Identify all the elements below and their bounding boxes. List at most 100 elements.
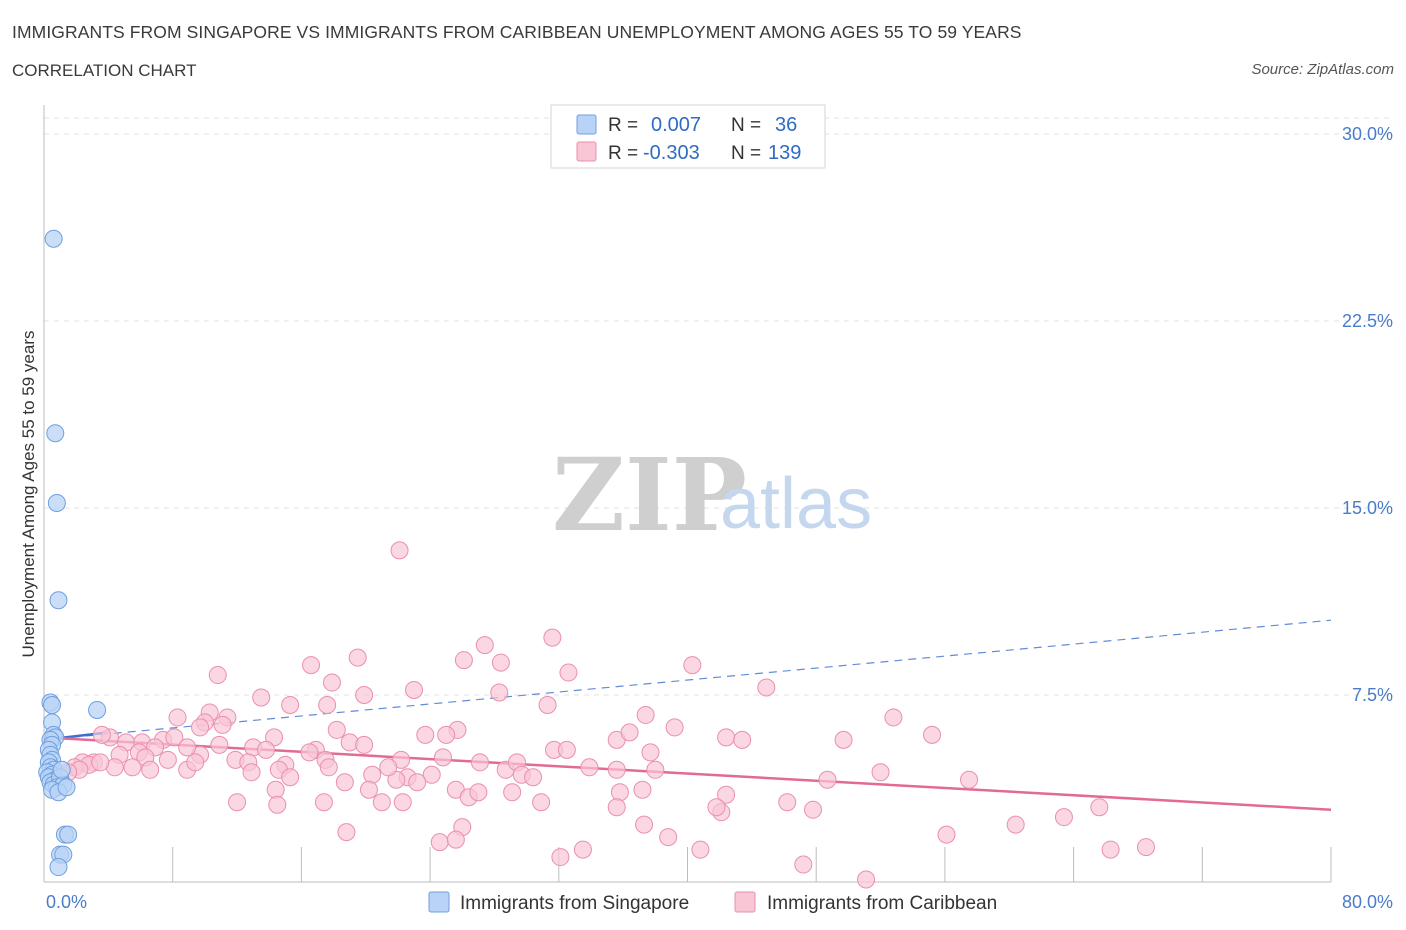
- legend-n-label-caribbean: N =: [731, 143, 761, 164]
- caribbean-point-137: [228, 793, 247, 812]
- caribbean-point-76: [422, 765, 441, 784]
- singapore-point-31: [59, 825, 78, 844]
- caribbean-point-80: [646, 760, 665, 779]
- caribbean-point-43: [165, 728, 184, 747]
- legend-box: R = 0.007 N = 36 R = -0.303 N = 139: [550, 104, 826, 169]
- caribbean-point-57: [158, 750, 177, 769]
- caribbean-point-122: [857, 870, 876, 889]
- legend-n-value-singapore: 36: [775, 114, 797, 136]
- caribbean-point-119: [659, 828, 678, 847]
- caribbean-point-23: [884, 708, 903, 727]
- legend-swatch-caribbean: [576, 141, 597, 162]
- caribbean-point-133: [186, 753, 205, 772]
- bottom-legend-singapore: Immigrants from Singapore: [460, 893, 689, 914]
- caribbean-point-26: [191, 718, 210, 737]
- caribbean-point-94: [359, 780, 378, 799]
- caribbean-point-117: [430, 833, 449, 852]
- caribbean-point-99: [610, 783, 629, 802]
- caribbean-point-120: [691, 840, 710, 859]
- caribbean-point-124: [1054, 808, 1073, 827]
- caribbean-point-21: [168, 708, 187, 727]
- legend-n-label-singapore: N =: [731, 115, 761, 136]
- caribbean-point-5: [491, 653, 510, 672]
- caribbean-point-64: [470, 753, 489, 772]
- y-tick-label-0: 7.5%: [1352, 685, 1393, 705]
- caribbean-point-135: [379, 758, 398, 777]
- caribbean-point-101: [717, 785, 736, 804]
- caribbean-point-20: [636, 705, 655, 724]
- caribbean-point-3: [348, 648, 367, 667]
- legend-r-label-singapore: R =: [608, 115, 638, 136]
- caribbean-point-1: [543, 628, 562, 647]
- caribbean-point-118: [446, 830, 465, 849]
- caribbean-point-48: [355, 735, 374, 754]
- caribbean-point-85: [91, 753, 110, 772]
- caribbean-point-34: [437, 725, 456, 744]
- chart-title: IMMIGRANTS FROM SINGAPORE VS IMMIGRANTS …: [12, 22, 1022, 42]
- singapore-point-4: [88, 700, 107, 719]
- trend-lines: [43, 619, 1332, 811]
- x-tick-min: 0.0%: [46, 892, 87, 912]
- legend-frame: [550, 104, 826, 169]
- watermark-atlas: atlas: [720, 464, 872, 544]
- caribbean-point-52: [641, 743, 660, 762]
- legend-swatch-singapore: [576, 114, 597, 135]
- caribbean-point-97: [469, 783, 488, 802]
- caribbean-point-36: [717, 728, 736, 747]
- caribbean-point-102: [532, 793, 551, 812]
- caribbean-point-104: [314, 793, 333, 812]
- caribbean-point-90: [335, 773, 354, 792]
- caribbean-point-136: [580, 758, 599, 777]
- caribbean-point-2: [475, 636, 494, 655]
- caribbean-point-78: [524, 768, 543, 787]
- legend-r-value-singapore: 0.007: [651, 114, 701, 136]
- x-tick-max: 80.0%: [1342, 892, 1393, 912]
- x-minor-ticks: [172, 847, 1332, 882]
- caribbean-point-38: [834, 730, 853, 749]
- caribbean-point-7: [683, 656, 702, 675]
- y-tick-label-3: 30.0%: [1342, 124, 1393, 144]
- caribbean-point-39: [923, 725, 942, 744]
- singapore-point-6: [43, 695, 62, 714]
- bottom-legend: Immigrants from Singapore Immigrants fro…: [428, 891, 997, 914]
- caribbean-point-79: [607, 760, 626, 779]
- caribbean-point-15: [252, 688, 271, 707]
- gridlines: [44, 117, 1393, 696]
- caribbean-point-12: [405, 681, 424, 700]
- caribbean-point-105: [372, 793, 391, 812]
- watermark: ZIP atlas: [552, 436, 872, 554]
- caribbean-point-0: [390, 541, 409, 560]
- legend-n-value-caribbean: 139: [768, 142, 801, 164]
- caribbean-point-127: [1101, 840, 1120, 859]
- caribbean-point-98: [503, 783, 522, 802]
- caribbean-point-89: [281, 768, 300, 787]
- caribbean-point-125: [937, 825, 956, 844]
- caribbean-point-29: [665, 718, 684, 737]
- singapore-point-3: [49, 591, 68, 610]
- singapore-point-0: [44, 229, 63, 248]
- caribbean-point-108: [778, 793, 797, 812]
- singapore-point-2: [47, 494, 66, 513]
- bottom-legend-caribbean: Immigrants from Caribbean: [767, 893, 997, 914]
- caribbean-point-132: [92, 725, 111, 744]
- bottom-legend-swatch-singapore: [428, 891, 450, 913]
- y-tick-label-1: 15.0%: [1342, 498, 1393, 518]
- caribbean-point-11: [757, 678, 776, 697]
- caribbean-point-134: [319, 758, 338, 777]
- caribbean-point-14: [355, 686, 374, 704]
- caribbean-point-113: [607, 798, 626, 817]
- caribbean-point-93: [266, 780, 285, 799]
- singapore-points: [38, 229, 107, 877]
- y-tick-labels: 7.5% 15.0% 22.5% 30.0%: [1342, 124, 1393, 705]
- caribbean-point-4: [454, 651, 473, 670]
- caribbean-point-138: [620, 723, 639, 742]
- bottom-legend-swatch-caribbean: [734, 891, 756, 913]
- caribbean-point-130: [178, 738, 197, 757]
- y-axis-label: Unemployment Among Ages 55 to 59 years: [19, 331, 38, 658]
- caribbean-point-92: [408, 773, 427, 792]
- caribbean-point-112: [707, 798, 726, 817]
- caribbean-point-33: [416, 725, 435, 744]
- caribbean-point-25: [213, 715, 232, 734]
- caribbean-point-44: [210, 735, 229, 754]
